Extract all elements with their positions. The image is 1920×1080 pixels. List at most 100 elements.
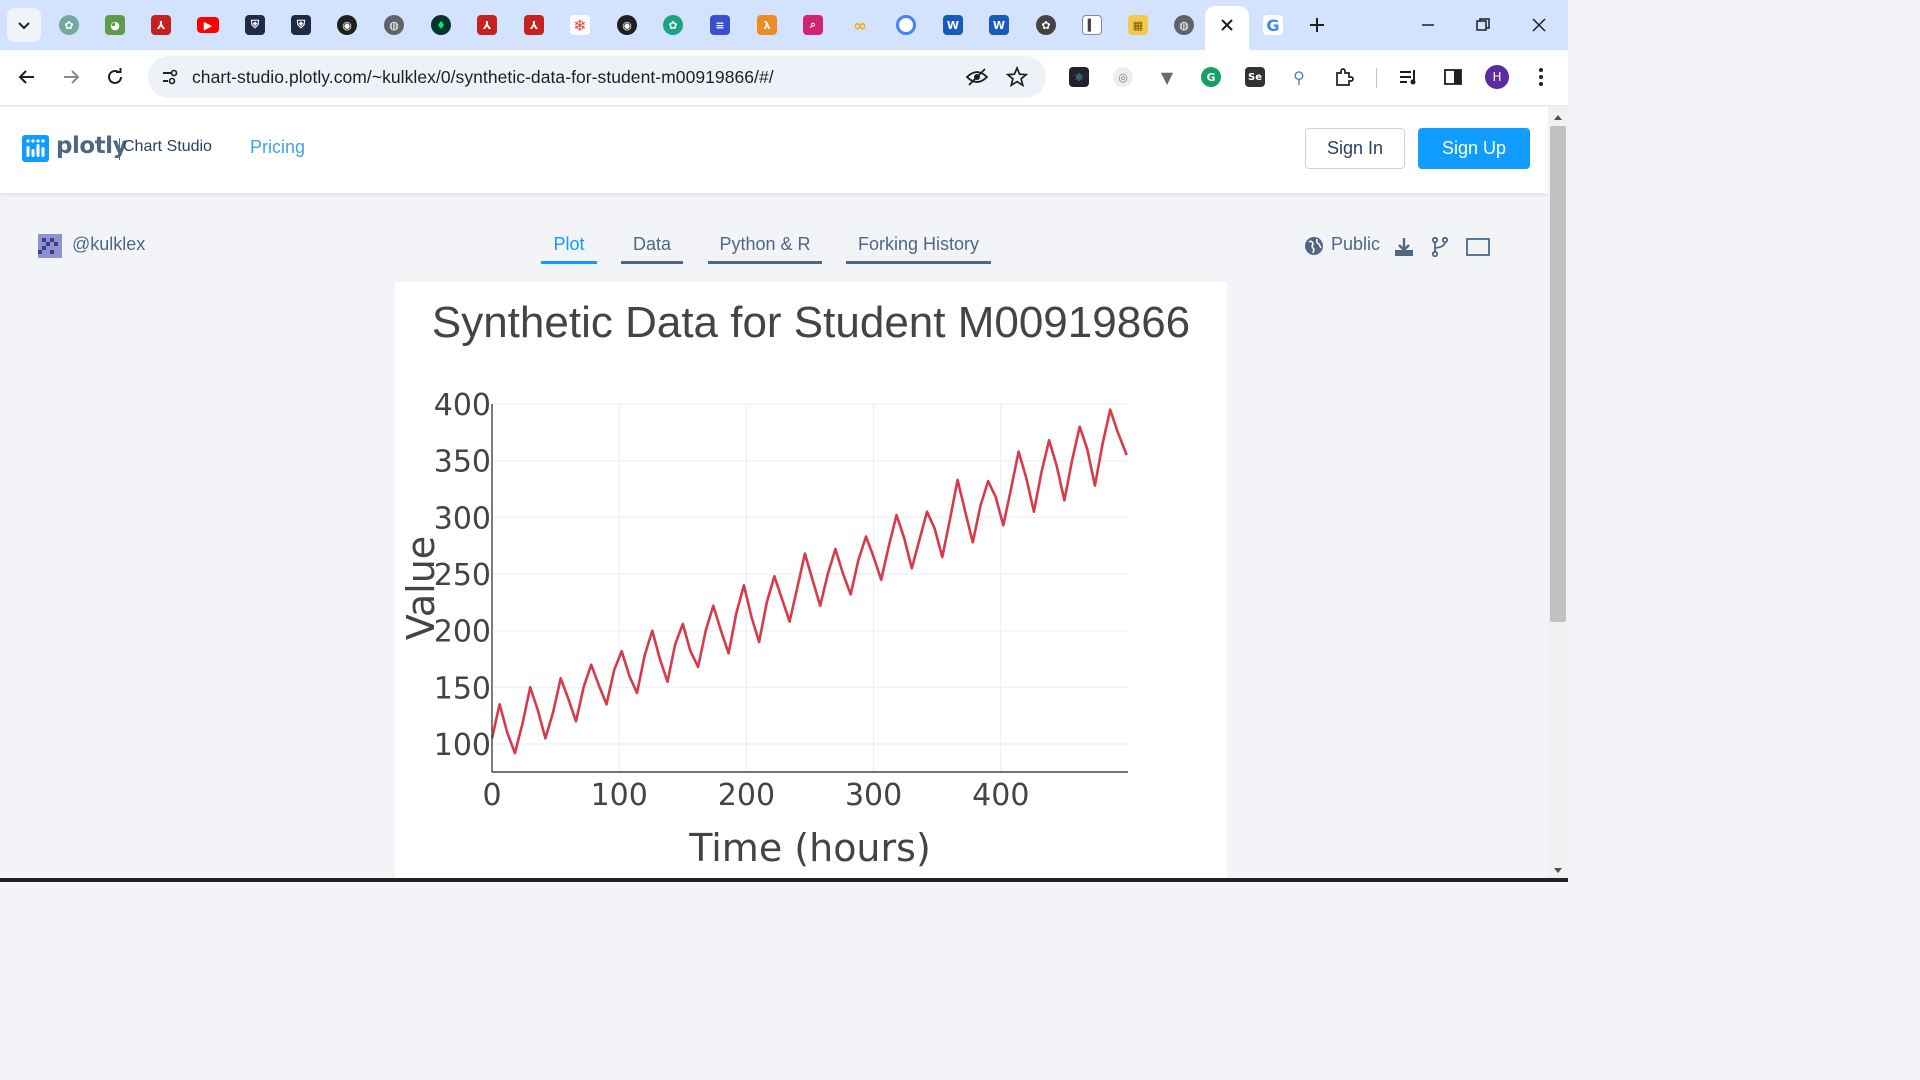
menu-button[interactable] (1526, 62, 1556, 92)
kebab-menu-icon (1539, 68, 1543, 86)
extension-owl[interactable]: ◎ (1108, 62, 1138, 92)
tab-chatgpt-2[interactable]: ✿ (656, 8, 690, 42)
sign-in-button[interactable]: Sign In (1305, 128, 1405, 169)
minimize-icon (1422, 24, 1434, 26)
chart-svg[interactable]: 100 150 200 250 300 350 400 0 100 200 300 400 Time … (395, 282, 1227, 878)
extension-vue[interactable]: ▼ (1152, 62, 1182, 92)
x-tick-label: 300 (845, 778, 902, 813)
brand-name[interactable]: plotly (56, 133, 128, 159)
android-icon: ◕ (105, 15, 125, 35)
tab-colab[interactable]: ∞ (843, 8, 877, 42)
profile-button[interactable]: H (1482, 62, 1512, 92)
tab-github-2[interactable]: ◉ (610, 8, 644, 42)
word-icon: W (989, 15, 1009, 35)
globe-icon: ◍ (384, 15, 404, 35)
infinity-icon: ∞ (853, 15, 867, 35)
scroll-up-icon[interactable] (1553, 113, 1563, 121)
minimize-button[interactable] (1411, 8, 1445, 42)
tab-chrome-settings[interactable] (889, 8, 923, 42)
extension-grammarly[interactable]: G (1196, 62, 1226, 92)
site-settings-icon[interactable] (161, 68, 179, 86)
tab-chatgpt[interactable]: ✿ (52, 8, 86, 42)
chatgpt-icon: ✿ (663, 15, 683, 35)
browser-toolbar: chart-studio.plotly.com/~kulklex/0/synth… (0, 50, 1568, 106)
x-tick-label: 200 (718, 778, 775, 813)
chart-ticks: 100 150 200 250 300 350 400 0 100 200 300 400 (434, 388, 1030, 813)
extension-react[interactable]: ⚛ (1064, 62, 1094, 92)
tab-aws[interactable]: λ (750, 8, 784, 42)
fullscreen-icon[interactable] (1466, 238, 1490, 256)
restore-button[interactable] (1466, 8, 1500, 42)
tab-shield-1[interactable]: ⛨ (238, 8, 272, 42)
tab-shield-2[interactable]: ⛨ (284, 8, 318, 42)
address-bar[interactable]: chart-studio.plotly.com/~kulklex/0/synth… (148, 56, 1046, 98)
reload-icon (108, 68, 122, 84)
x-tick-label: 100 (591, 778, 648, 813)
x-tick-label: 0 (482, 778, 501, 813)
lambda-icon: λ (757, 15, 777, 35)
tab-globe-1[interactable]: ◍ (377, 8, 411, 42)
y-tick-label: 150 (434, 671, 491, 706)
reload-button[interactable] (100, 62, 130, 92)
media-control-button[interactable] (1394, 62, 1424, 92)
back-button[interactable] (12, 62, 42, 92)
fork-icon[interactable] (1430, 236, 1450, 258)
tab-search-button[interactable] (7, 8, 41, 42)
forward-button[interactable] (56, 62, 86, 92)
extension-search[interactable]: ⚲ (1284, 62, 1314, 92)
y-tick-label: 250 (434, 558, 491, 593)
tab-android[interactable]: ◕ (98, 8, 132, 42)
y-tick-label: 300 (434, 501, 491, 536)
tab-docs[interactable]: ≡ (703, 8, 737, 42)
new-tab-button[interactable] (1300, 8, 1334, 42)
tab-github-1[interactable]: ◉ (330, 8, 364, 42)
tab-notes[interactable]: ▍ (1075, 8, 1109, 42)
plotly-logo-icon[interactable] (22, 135, 49, 162)
url-text[interactable]: chart-studio.plotly.com/~kulklex/0/synth… (192, 67, 774, 87)
tab-pdf-1[interactable]: ⅄ (144, 8, 178, 42)
tab-pdf-3[interactable]: ⅄ (517, 8, 551, 42)
grammarly-icon: G (1201, 67, 1221, 87)
tab-pdf-2[interactable]: ⅄ (470, 8, 504, 42)
extensions-button[interactable] (1329, 62, 1359, 92)
close-window-button[interactable] (1522, 8, 1556, 42)
playlist-icon (1400, 70, 1416, 85)
notes-icon: ▍ (1082, 15, 1102, 35)
pdf-icon: ⅄ (524, 15, 544, 35)
tab-globe-2[interactable]: ◍ (1167, 8, 1201, 42)
sign-up-button[interactable]: Sign Up (1418, 128, 1530, 169)
github-icon: ◉ (337, 15, 357, 35)
tab-python-r[interactable]: Python & R (708, 234, 822, 264)
side-panel-button[interactable] (1438, 62, 1468, 92)
tab-word-2[interactable]: W (982, 8, 1016, 42)
tab-plot[interactable]: Plot (541, 234, 597, 264)
product-name[interactable]: Chart Studio (123, 138, 212, 155)
tab-word-1[interactable]: W (936, 8, 970, 42)
tab-data[interactable]: Data (621, 234, 683, 264)
username-link[interactable]: @kulklex (72, 234, 146, 254)
scroll-down-icon[interactable] (1553, 867, 1563, 875)
close-icon[interactable] (1220, 18, 1234, 32)
tab-box[interactable]: ▦ (1121, 8, 1155, 42)
download-icon[interactable] (1393, 236, 1415, 258)
atom-icon: ⚛ (1069, 67, 1089, 87)
pricing-link[interactable]: Pricing (250, 137, 306, 157)
tab-active[interactable] (1205, 6, 1249, 50)
extension-selenium[interactable]: Se (1240, 62, 1270, 92)
word-icon: W (943, 15, 963, 35)
tab-youtube[interactable]: ▶ (191, 8, 225, 42)
star-icon[interactable] (1006, 66, 1028, 88)
tab-forking-history[interactable]: Forking History (846, 234, 991, 264)
series-line-value[interactable] (490, 408, 1128, 755)
tab-google[interactable]: G (1256, 8, 1290, 42)
tab-snowflake[interactable]: ❄ (563, 8, 597, 42)
tab-search-app[interactable]: ⌕ (796, 8, 830, 42)
tab-mongodb[interactable]: ♦ (424, 8, 458, 42)
scrollbar-thumb[interactable] (1550, 126, 1566, 622)
y-tick-label: 100 (434, 728, 491, 763)
close-icon (1532, 18, 1546, 32)
eye-off-icon[interactable] (966, 67, 988, 87)
y-tick-label: 400 (434, 388, 491, 423)
user-avatar[interactable] (38, 234, 62, 258)
tab-openai[interactable]: ✿ (1029, 8, 1063, 42)
